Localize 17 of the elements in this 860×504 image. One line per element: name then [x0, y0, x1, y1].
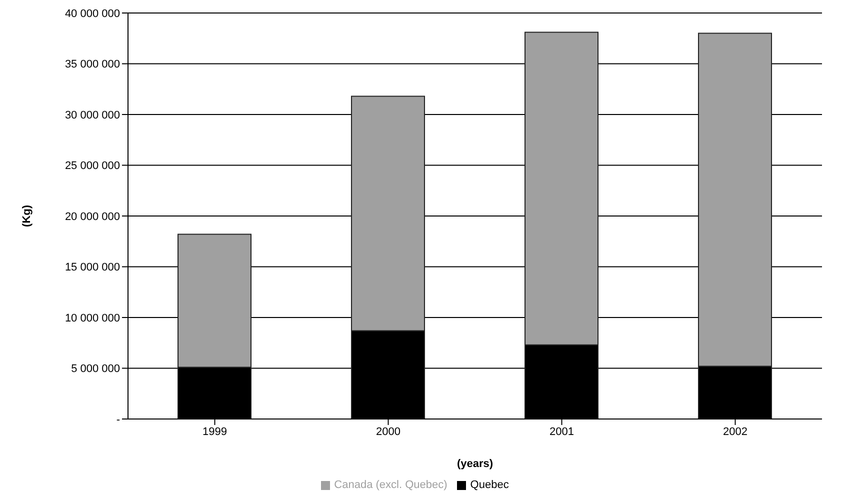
legend-label: Canada (excl. Quebec): [334, 479, 448, 491]
y-tick-label: 40 000 000: [64, 8, 120, 20]
y-tick-label: 15 000 000: [64, 262, 120, 274]
y-tick-label: 30 000 000: [64, 109, 120, 122]
x-tick-label: 2002: [723, 426, 748, 438]
y-tick-label: 5 000 000: [71, 363, 120, 376]
y-tick-label: 20 000 000: [64, 210, 120, 223]
y-tick-label: 10 000 000: [64, 312, 120, 324]
x-tick-label: 2001: [550, 426, 574, 438]
x-axis-title: (years): [456, 458, 494, 470]
legend-label: Quebec: [470, 479, 509, 491]
y-tick-label: 35 000 000: [64, 58, 120, 71]
x-tick-label: 1999: [202, 426, 227, 438]
y-axis-title: (Kg): [20, 204, 33, 227]
y-tick-label: -: [116, 414, 120, 426]
y-tick-label: 25 000 000: [64, 160, 120, 172]
x-tick-label: 2000: [376, 426, 400, 438]
